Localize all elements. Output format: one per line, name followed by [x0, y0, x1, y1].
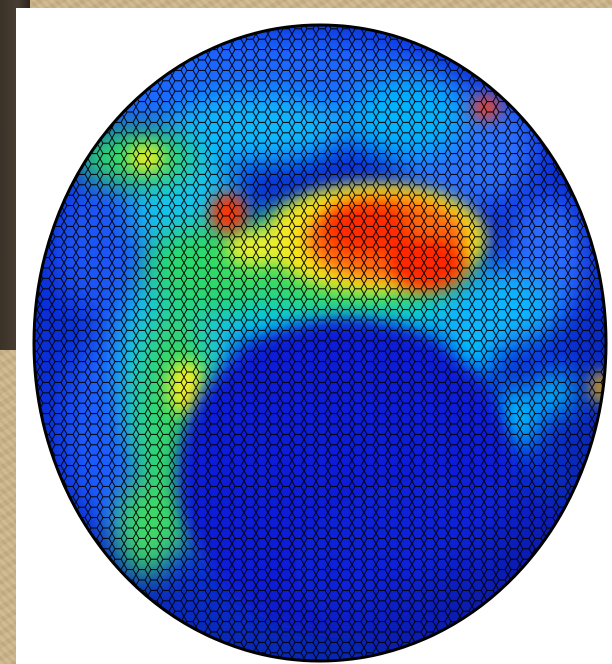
figure-panel [16, 8, 612, 664]
globe-figure [32, 23, 608, 663]
globe-surface [34, 25, 606, 661]
globe-outline [32, 23, 608, 663]
globe-edge-shading [34, 25, 606, 661]
